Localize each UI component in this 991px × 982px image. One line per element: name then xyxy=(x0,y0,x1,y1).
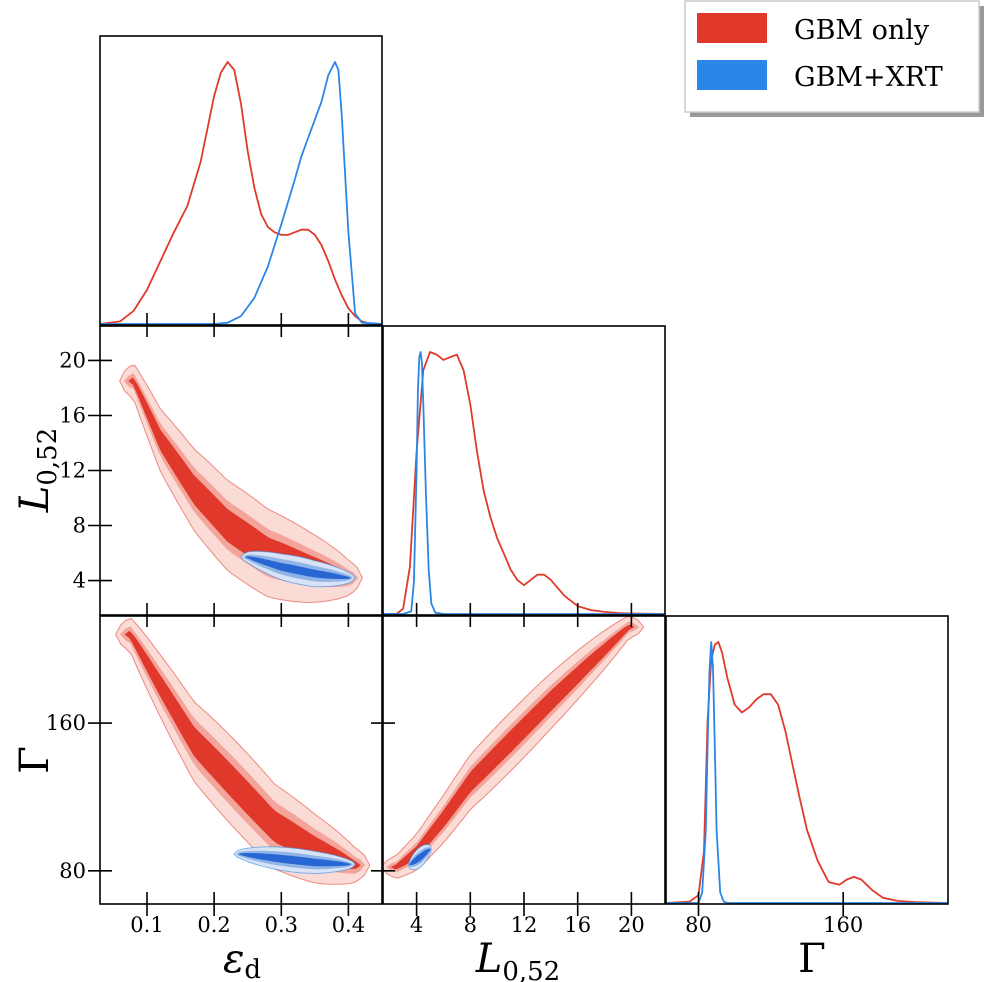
y-tick-label-luminosity-1: 8 xyxy=(73,514,86,538)
x-tick-label-luminosity-0: 4 xyxy=(410,913,423,937)
x-axis-title-gamma: Γ xyxy=(798,936,826,982)
marginal-gbm-luminosity xyxy=(383,351,666,615)
contour-layer xyxy=(115,364,645,885)
x-tick-label-epsilon-1: 0.2 xyxy=(197,913,230,937)
panel-frame-epsilon-epsilon xyxy=(99,35,383,326)
marginal-gbm-gamma xyxy=(665,641,949,904)
contour-gbm-epsilon-vs-gamma-middle xyxy=(120,626,366,874)
x-tick-label-epsilon-2: 0.3 xyxy=(265,913,298,937)
marginal-gbm-epsilon xyxy=(99,61,383,325)
contour-xrt-epsilon-vs-gamma-inner xyxy=(238,853,352,867)
legend-swatch-xrt xyxy=(697,60,767,90)
tick-label-layer: 0.1 0.2 0.3 0.4 4 8 12 16 20 80 160 4 8 12 16 20 80 160 xyxy=(46,348,863,937)
x-tick-label-luminosity-1: 8 xyxy=(464,913,477,937)
contour-gbm-epsilon-vs-gamma-outer xyxy=(115,618,371,885)
contour-gbm-luminosity-vs-gamma-inner xyxy=(390,624,635,870)
contour-xrt-epsilon-vs-luminosity-inner xyxy=(245,556,351,579)
marginal-xrt-gamma xyxy=(666,641,948,904)
legend-swatch-gbm xyxy=(697,13,767,43)
y-tick-label-luminosity-3: 16 xyxy=(59,404,86,428)
y-tick-label-gamma-1: 160 xyxy=(46,711,86,735)
x-tick-label-epsilon-0: 0.1 xyxy=(130,913,163,937)
panel-frame-epsilon-gamma xyxy=(99,615,383,905)
y-tick-label-luminosity-4: 20 xyxy=(59,348,86,372)
tick-layer xyxy=(88,313,845,916)
x-tick-label-gamma-1: 160 xyxy=(823,913,863,937)
x-tick-label-luminosity-4: 20 xyxy=(618,913,645,937)
marginal-xrt-luminosity xyxy=(383,351,665,615)
x-tick-label-epsilon-3: 0.4 xyxy=(332,913,365,937)
contour-gbm-epsilon-vs-luminosity-middle xyxy=(123,373,359,588)
x-tick-label-gamma-0: 80 xyxy=(685,913,712,937)
x-axis-title-luminosity: L0,52 xyxy=(475,936,560,982)
legend: GBM only GBM+XRT xyxy=(684,0,984,117)
panel-frame-gamma-gamma xyxy=(665,615,949,905)
marginal-curve-layer xyxy=(99,61,949,904)
contour-xrt-luminosity-vs-gamma-inner xyxy=(409,848,431,866)
y-tick-label-luminosity-0: 4 xyxy=(73,569,86,593)
y-axis-title-luminosity: L0,52 xyxy=(12,428,63,513)
x-tick-label-luminosity-3: 16 xyxy=(564,913,591,937)
contour-gbm-epsilon-vs-luminosity-outer xyxy=(119,364,363,604)
marginal-xrt-epsilon xyxy=(100,61,383,325)
legend-label-gbm: GBM only xyxy=(794,15,930,46)
legend-label-xrt: GBM+XRT xyxy=(794,62,943,93)
contour-gbm-epsilon-vs-luminosity-inner xyxy=(128,377,354,583)
y-axis-title-gamma: Γ xyxy=(12,746,58,774)
y-tick-label-luminosity-2: 12 xyxy=(59,459,86,483)
x-tick-label-luminosity-2: 12 xyxy=(511,913,538,937)
y-tick-label-gamma-0: 80 xyxy=(59,859,86,883)
x-axis-title-epsilon: εd xyxy=(223,936,261,982)
